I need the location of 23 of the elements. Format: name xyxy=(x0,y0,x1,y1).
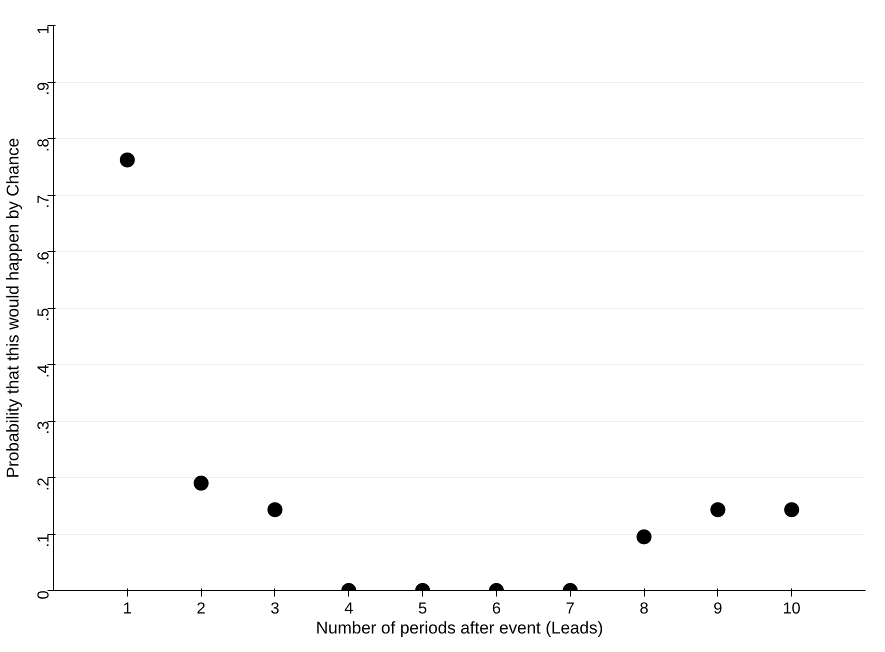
y-tick-label: 0 xyxy=(36,590,52,600)
x-tick-label: 7 xyxy=(566,600,575,618)
x-tick-label: 4 xyxy=(344,600,354,618)
x-tick-label: 8 xyxy=(640,600,649,618)
y-tick-label: .9 xyxy=(36,82,52,96)
x-tick-label: 6 xyxy=(492,600,501,618)
y-axis-title: Probability that this would happen by Chance xyxy=(4,138,22,478)
y-tick-label: .3 xyxy=(36,420,52,434)
y-tick-label: .1 xyxy=(36,534,52,548)
y-tick-label: .4 xyxy=(36,364,52,378)
y-tick-label: .6 xyxy=(36,251,52,265)
x-tick-label: 9 xyxy=(713,600,722,618)
x-tick-label: 10 xyxy=(782,600,801,618)
y-tick-label: .5 xyxy=(36,308,52,322)
y-tick-label: .2 xyxy=(36,477,52,491)
x-tick-label: 1 xyxy=(122,600,132,618)
y-tick-label: .7 xyxy=(36,194,52,208)
x-tick-label: 2 xyxy=(196,600,206,618)
x-axis-title: Number of periods after event (Leads) xyxy=(316,618,604,638)
x-tick-label: 3 xyxy=(270,600,280,618)
y-tick-label: 1 xyxy=(36,25,52,34)
y-tick-label: .8 xyxy=(36,138,52,152)
x-tick-label: 5 xyxy=(418,600,428,618)
